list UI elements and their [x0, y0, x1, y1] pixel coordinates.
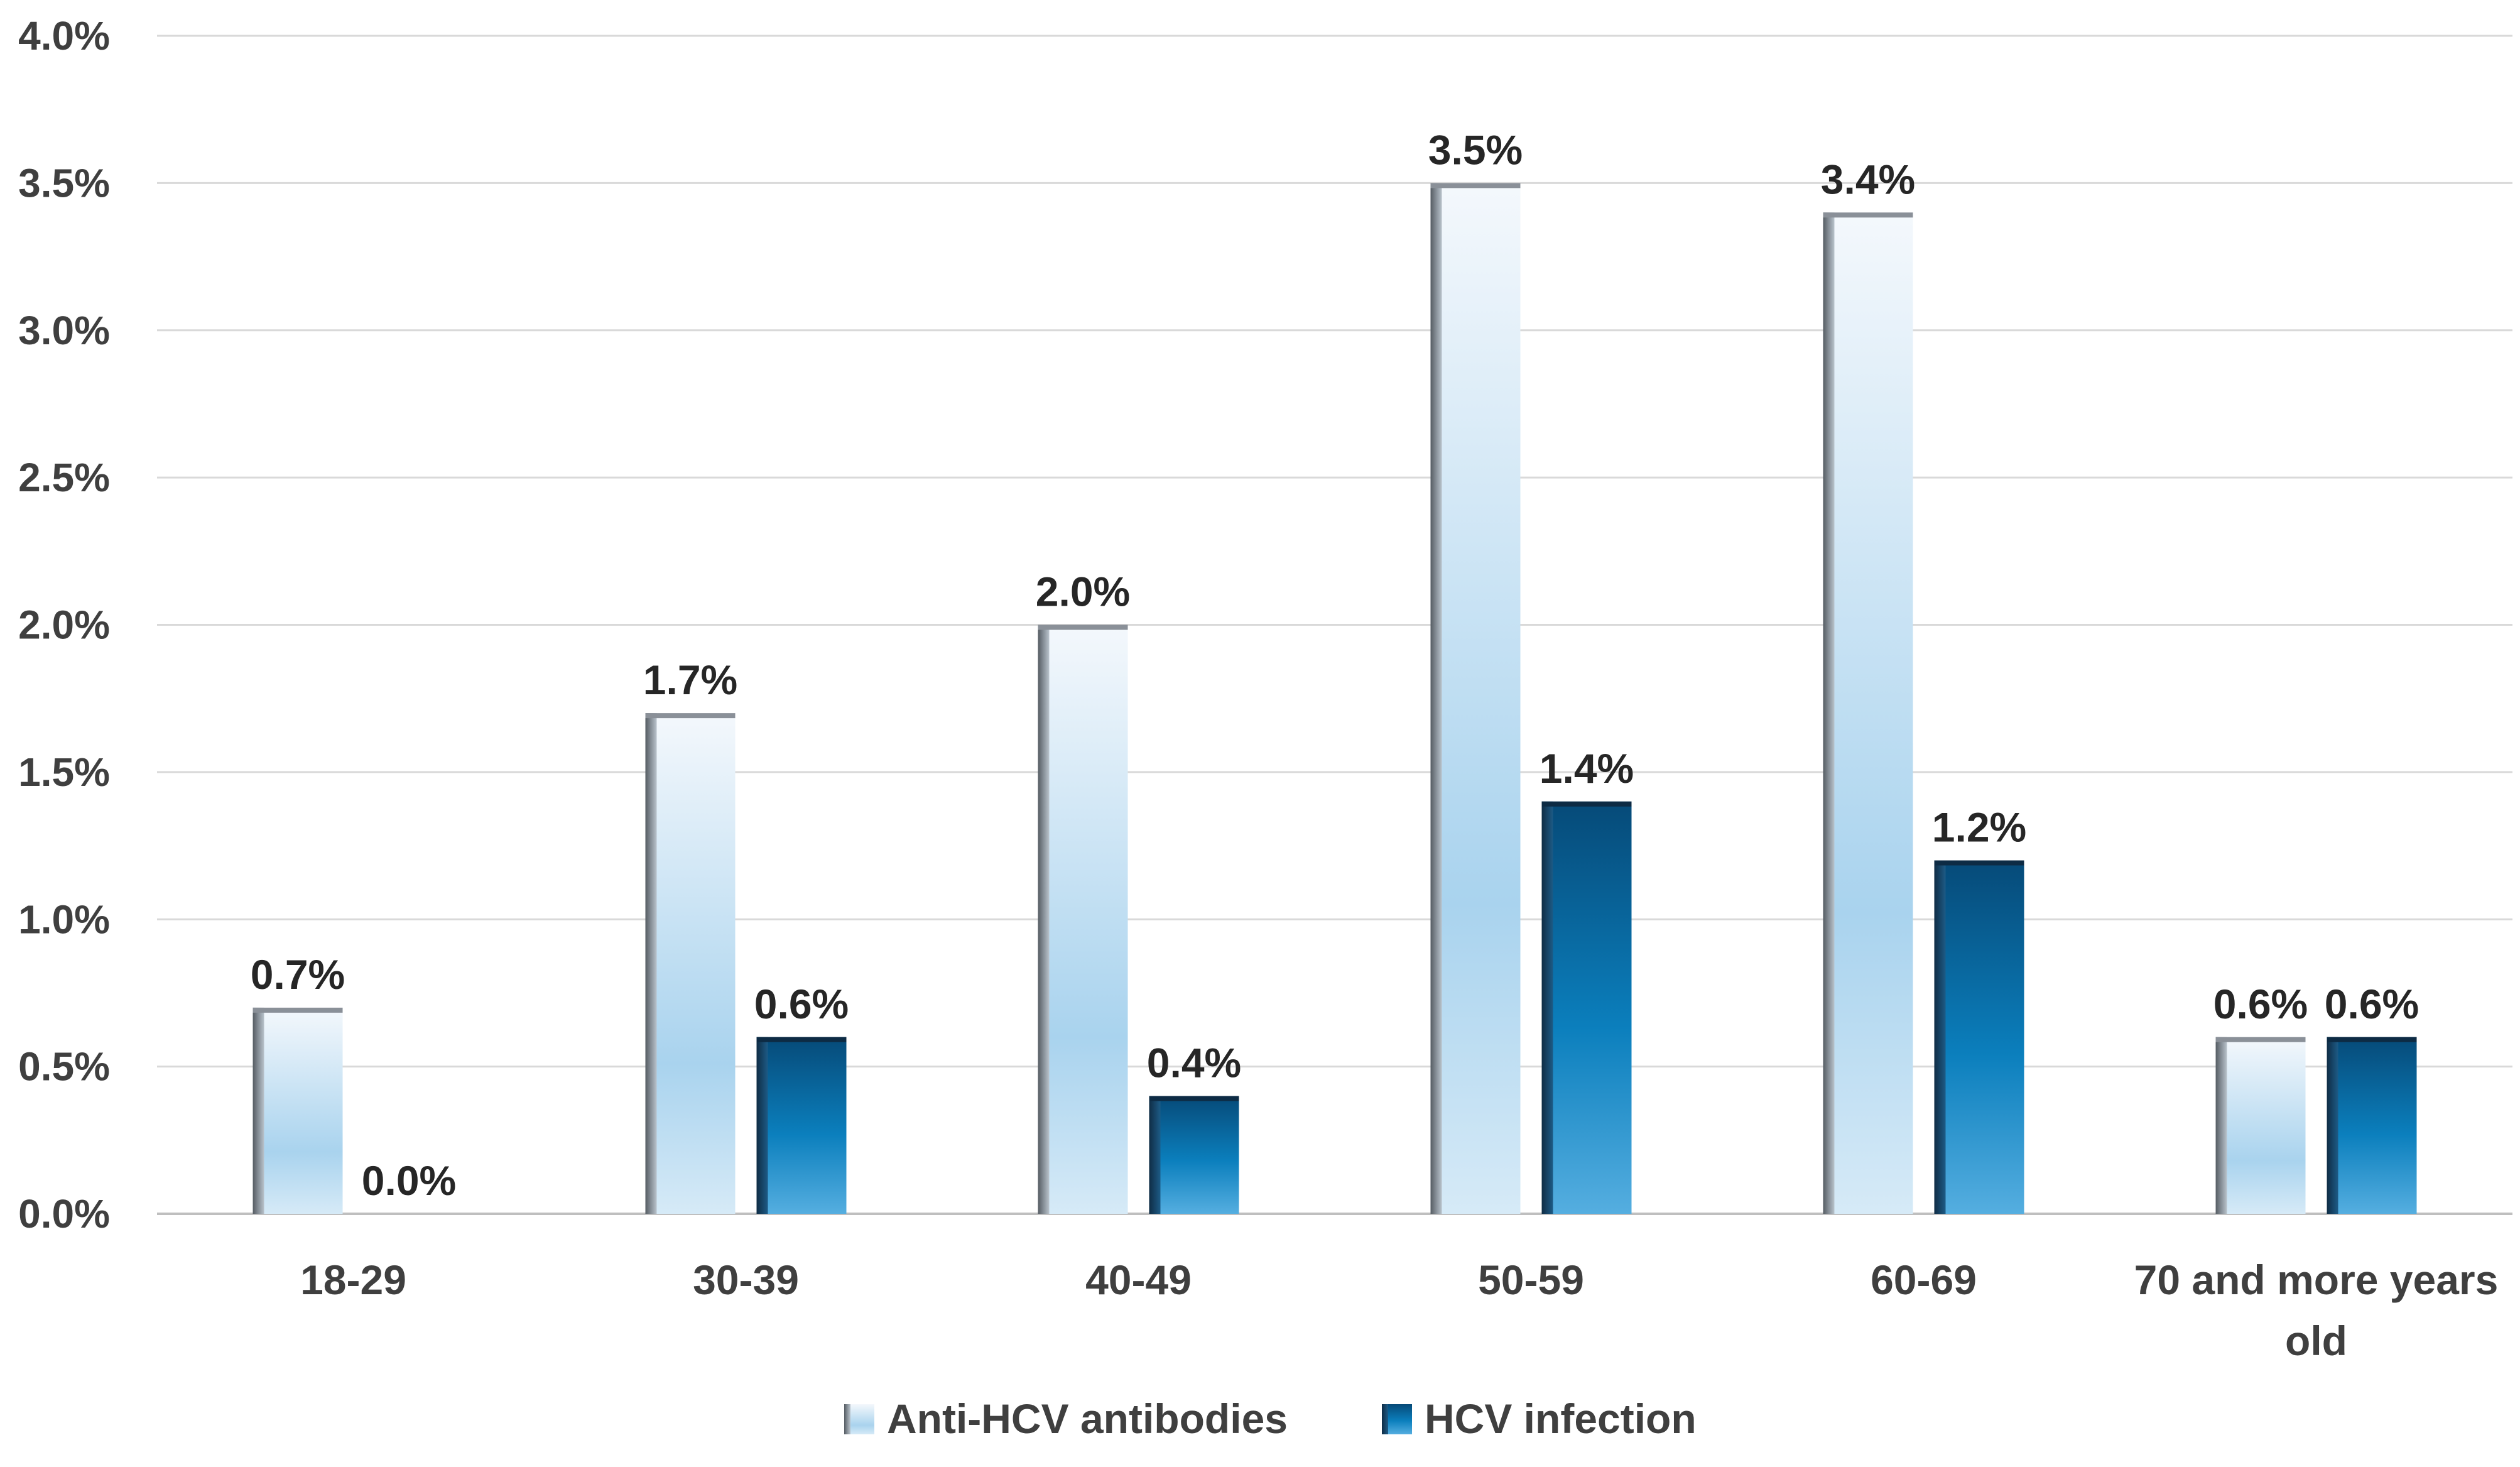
bar-body	[756, 1037, 847, 1214]
data-label: 0.6%	[2325, 981, 2419, 1027]
y-tick-label: 2.0%	[18, 603, 110, 648]
x-tick-label: 60-69	[1871, 1257, 1977, 1303]
bar-side-shade	[1149, 1096, 1161, 1214]
y-tick-label: 2.5%	[18, 455, 110, 500]
bar-body	[2327, 1037, 2417, 1214]
bar-body	[253, 1007, 343, 1214]
data-label: 3.5%	[1428, 126, 1523, 173]
bar	[1149, 1096, 1239, 1214]
bar-body	[1823, 212, 1913, 1214]
bar	[253, 1007, 343, 1214]
bar-top-edge	[756, 1037, 847, 1042]
data-label: 0.6%	[754, 981, 849, 1027]
bar-top-edge	[1430, 183, 1521, 188]
bar-side-shade	[1823, 212, 1835, 1214]
data-label: 0.0%	[362, 1157, 456, 1204]
bar	[1934, 860, 2024, 1214]
x-tick-label: 70 and more years	[2134, 1257, 2499, 1303]
x-tick-label: old	[2285, 1317, 2347, 1364]
bar-body	[1430, 183, 1521, 1214]
data-label: 3.4%	[1821, 156, 1915, 202]
y-tick-label: 1.0%	[18, 897, 110, 942]
bars	[253, 183, 2417, 1214]
data-label: 2.0%	[1036, 569, 1130, 615]
bar	[2327, 1037, 2417, 1214]
bar	[1038, 624, 1128, 1214]
x-tick-label: 50-59	[1478, 1257, 1584, 1303]
bar-top-edge	[253, 1007, 343, 1013]
data-labels: 0.7% 0.0% 1.7% 0.6% 2.0% 0.4% 3.5% 1.4% 3.4% 1.2%…	[251, 126, 2419, 1204]
data-label: 0.7%	[251, 951, 345, 998]
bar-top-edge	[1823, 212, 1913, 218]
bar-top-edge	[2327, 1037, 2417, 1042]
bar-side-shade	[253, 1007, 264, 1214]
bar-side-shade	[756, 1037, 768, 1214]
x-tick-label: 30-39	[693, 1257, 799, 1303]
bar-top-edge	[2215, 1037, 2306, 1042]
x-tick-label: 40-49	[1085, 1257, 1192, 1303]
y-axis-ticks: 0.0% 0.5% 1.0% 1.5% 2.0% 2.5% 3.0% 3.5% 4.0%	[18, 13, 110, 1236]
legend-label: Anti-HCV antibodies	[887, 1395, 1288, 1442]
legend-swatch-shade	[1382, 1404, 1388, 1434]
bar-side-shade	[2327, 1037, 2338, 1214]
y-tick-label: 0.5%	[18, 1044, 110, 1089]
bar	[645, 713, 736, 1214]
bar	[1430, 183, 1521, 1214]
legend-item: Anti-HCV antibodies	[844, 1395, 1288, 1442]
legend-swatch-shade	[844, 1404, 850, 1434]
x-tick-label: 18-29	[300, 1257, 406, 1303]
data-label: 1.7%	[643, 657, 737, 703]
data-label: 1.2%	[1932, 804, 2026, 851]
legend-label: HCV infection	[1425, 1395, 1697, 1442]
bar-top-edge	[645, 713, 736, 719]
y-tick-label: 0.0%	[18, 1191, 110, 1236]
bar-top-edge	[1038, 624, 1128, 630]
bar	[1541, 801, 1632, 1214]
legend-item: HCV infection	[1382, 1395, 1697, 1442]
legend: Anti-HCV antibodies HCV infection	[844, 1395, 1697, 1442]
bar-top-edge	[1541, 801, 1632, 807]
y-tick-label: 3.0%	[18, 308, 110, 353]
bar-body	[645, 713, 736, 1214]
bar-side-shade	[645, 713, 657, 1214]
bar	[2215, 1037, 2306, 1214]
bar-side-shade	[1541, 801, 1553, 1214]
bar	[756, 1037, 847, 1214]
y-tick-label: 1.5%	[18, 750, 110, 795]
bar-top-edge	[1149, 1096, 1239, 1101]
bar-side-shade	[2215, 1037, 2227, 1214]
y-tick-label: 3.5%	[18, 160, 110, 205]
bar-side-shade	[1430, 183, 1442, 1214]
bar-side-shade	[1934, 860, 1946, 1214]
bar-body	[1934, 860, 2024, 1214]
data-label: 1.4%	[1540, 745, 1634, 792]
bar-top-edge	[1934, 860, 2024, 866]
data-label: 0.4%	[1147, 1040, 1241, 1086]
data-label: 0.6%	[2213, 981, 2308, 1027]
bar-body	[1038, 624, 1128, 1214]
y-tick-label: 4.0%	[18, 13, 110, 58]
bar-side-shade	[1038, 624, 1050, 1214]
bar-body	[1149, 1096, 1239, 1214]
bar-body	[2215, 1037, 2306, 1214]
gridlines	[157, 35, 2512, 1215]
bar	[1823, 212, 1913, 1214]
bar-body	[1541, 801, 1632, 1214]
x-axis-ticks: 18-29 30-39 40-49 50-59 60-69 70 and more yea…	[300, 1257, 2498, 1364]
